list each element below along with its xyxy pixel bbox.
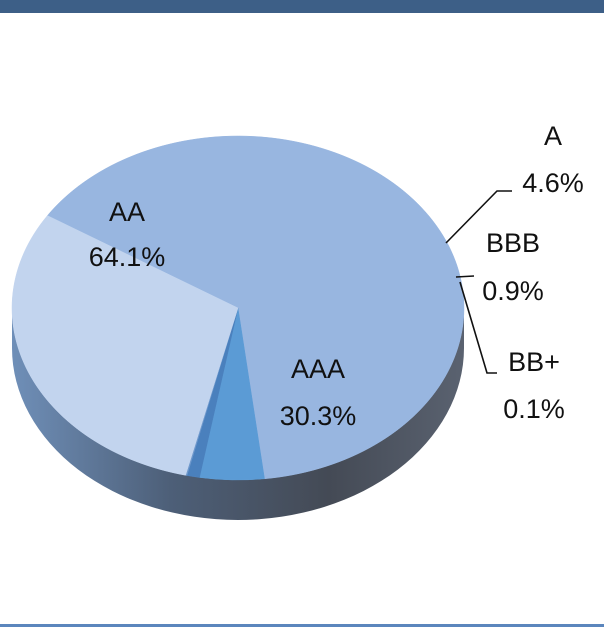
label-aaa-name: AAA xyxy=(291,354,345,384)
leader-a xyxy=(445,190,512,244)
label-a-value: 4.6% xyxy=(522,168,584,198)
label-a-name: A xyxy=(544,121,562,151)
pie-leader-lines xyxy=(445,190,512,374)
leader-bbb xyxy=(455,275,475,278)
top-border xyxy=(0,0,604,13)
label-aaa-value: 30.3% xyxy=(280,401,357,431)
pie-labels: AA 64.1% A 4.6% BBB 0.9% BB+ 0.1% AAA 30.3% xyxy=(89,121,584,431)
label-bb-plus-name: BB+ xyxy=(508,347,560,377)
bottom-border xyxy=(0,624,604,627)
label-aa-value: 64.1% xyxy=(89,242,166,272)
pie-depth xyxy=(12,308,464,520)
pie-side-wall xyxy=(12,308,464,520)
pie-slice-aaa xyxy=(11,215,239,476)
leader-bb-plus xyxy=(459,281,497,374)
label-aa-name: AA xyxy=(109,197,145,227)
pie-slice-aa xyxy=(46,135,465,480)
label-bbb-value: 0.9% xyxy=(482,276,544,306)
pie-slices xyxy=(11,135,465,481)
label-bb-plus-value: 0.1% xyxy=(503,394,565,424)
label-bbb-name: BBB xyxy=(486,228,540,258)
